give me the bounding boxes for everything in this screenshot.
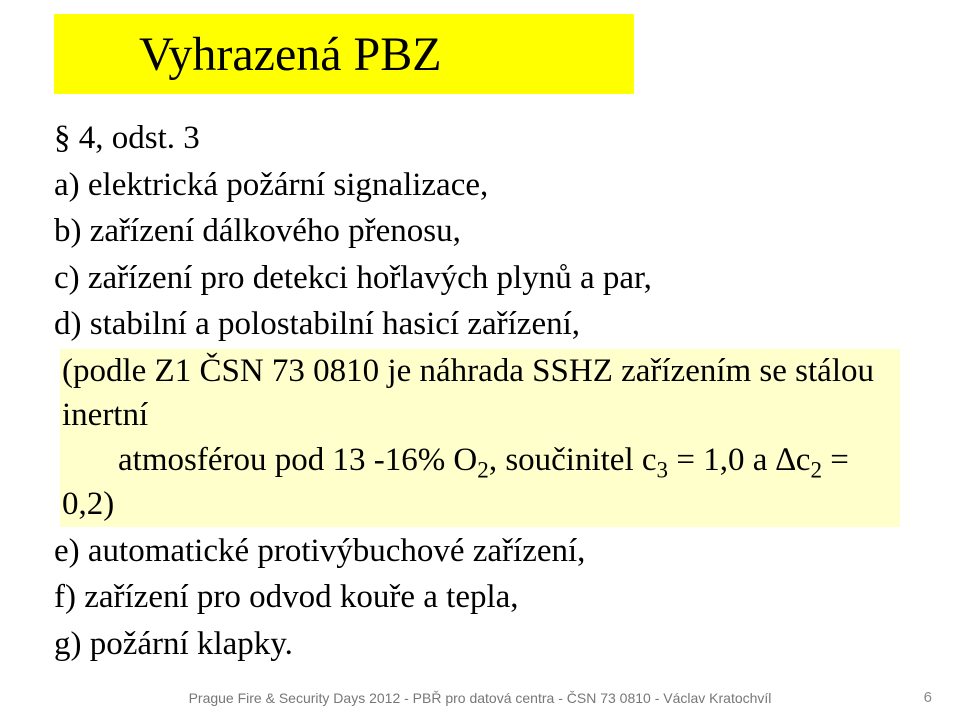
- page-number: 6: [924, 689, 932, 706]
- slide-body: § 4, odst. 3 a) elektrická požární signa…: [54, 116, 904, 669]
- line-a: a) elektrická požární signalizace,: [54, 163, 904, 208]
- line-b: b) zařízení dálkového přenosu,: [54, 209, 904, 254]
- highlight-line-1: (podle Z1 ČSN 73 0810 je náhrada SSHZ za…: [62, 349, 898, 438]
- line-f: f) zařízení pro odvod kouře a tepla,: [54, 575, 904, 620]
- hl2-sub1: 2: [477, 456, 489, 482]
- slide-title: Vyhrazená PBZ: [139, 27, 442, 82]
- hl2-sub3: 2: [810, 456, 822, 482]
- line-d: d) stabilní a polostabilní hasicí zaříze…: [54, 302, 904, 347]
- footer: Prague Fire & Security Days 2012 - PBŘ p…: [0, 690, 960, 706]
- line-e: e) automatické protivýbuchové zařízení,: [54, 529, 904, 574]
- highlight-line-2: atmosférou pod 13 -16% O2, součinitel c3…: [62, 438, 898, 527]
- slide: Vyhrazená PBZ § 4, odst. 3 a) elektrická…: [0, 0, 960, 720]
- line-g: g) požární klapky.: [54, 622, 904, 667]
- hl2-mid2: = 1,0 a ∆c: [668, 442, 810, 478]
- line-section: § 4, odst. 3: [54, 116, 904, 161]
- footer-text: Prague Fire & Security Days 2012 - PBŘ p…: [189, 690, 772, 706]
- hl2-sub2: 3: [657, 456, 669, 482]
- title-band: Vyhrazená PBZ: [54, 14, 634, 94]
- hl2-pre: atmosférou pod 13 -16% O: [62, 442, 477, 478]
- highlight-note: (podle Z1 ČSN 73 0810 je náhrada SSHZ za…: [60, 349, 900, 527]
- hl2-mid: , součinitel c: [489, 442, 657, 478]
- line-c: c) zařízení pro detekci hořlavých plynů …: [54, 256, 904, 301]
